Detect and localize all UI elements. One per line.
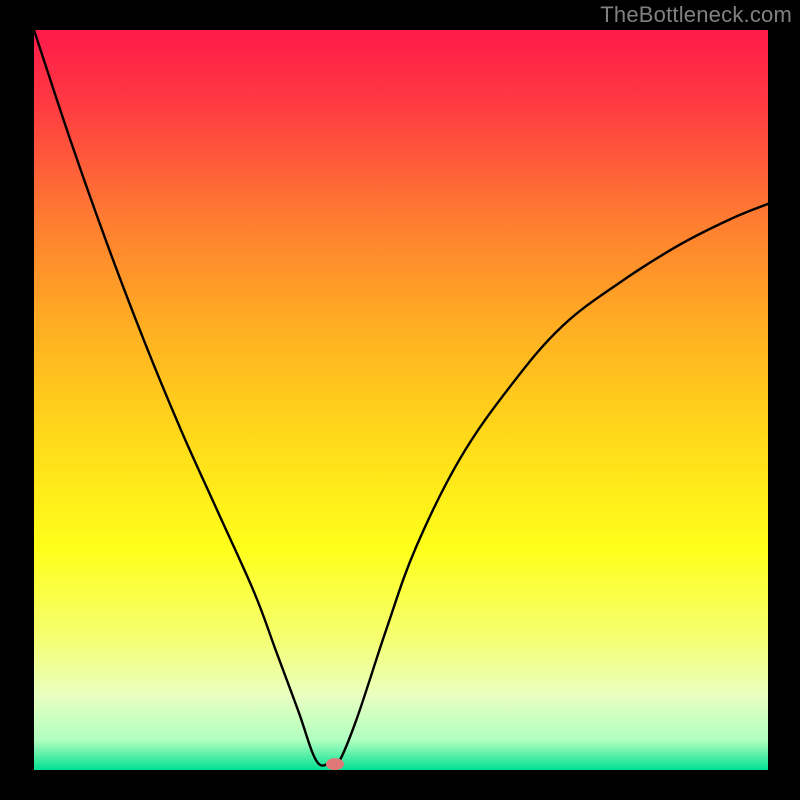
plot-area — [34, 30, 768, 770]
chart-svg — [34, 30, 768, 770]
gradient-background — [34, 30, 768, 770]
chart-frame: TheBottleneck.com — [0, 0, 800, 800]
source-watermark: TheBottleneck.com — [600, 2, 792, 28]
minimum-marker — [326, 758, 344, 770]
